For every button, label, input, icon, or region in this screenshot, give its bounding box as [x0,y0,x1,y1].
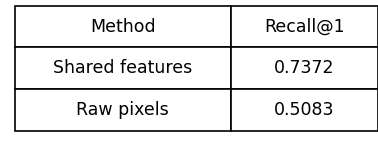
Text: 0.5083: 0.5083 [274,101,335,119]
Text: Shared features: Shared features [53,59,192,77]
Bar [15,6,231,47]
Text: 0.7372: 0.7372 [274,59,335,77]
Text: Recall@1: Recall@1 [264,18,345,36]
Bar [231,47,378,89]
Bar [231,6,378,47]
Text: Raw pixels: Raw pixels [76,101,169,119]
Bar [15,47,231,89]
Text: Method: Method [90,18,156,36]
Bar [15,89,231,131]
Bar [231,89,378,131]
